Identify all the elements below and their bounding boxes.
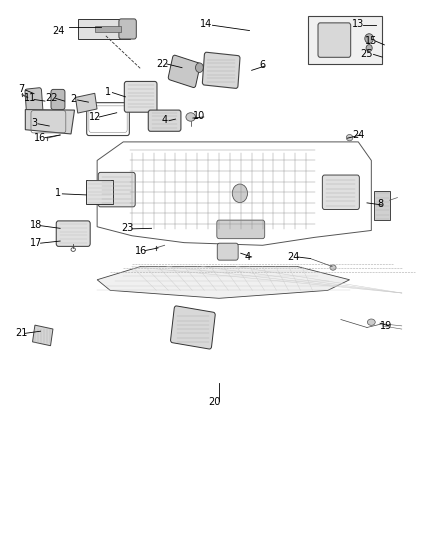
FancyBboxPatch shape xyxy=(168,55,200,87)
Text: 22: 22 xyxy=(45,93,58,103)
Ellipse shape xyxy=(367,319,375,325)
Text: 1: 1 xyxy=(55,188,61,198)
Ellipse shape xyxy=(186,113,195,121)
Text: 22: 22 xyxy=(156,59,169,69)
Text: 11: 11 xyxy=(24,93,36,103)
Text: 7: 7 xyxy=(18,84,24,94)
Text: 24: 24 xyxy=(287,252,299,262)
Text: 1: 1 xyxy=(105,86,111,96)
Polygon shape xyxy=(97,266,350,298)
FancyBboxPatch shape xyxy=(318,23,351,58)
FancyBboxPatch shape xyxy=(170,306,215,349)
Bar xyxy=(86,180,113,204)
Text: 25: 25 xyxy=(361,50,373,59)
Text: 16: 16 xyxy=(35,133,47,143)
FancyBboxPatch shape xyxy=(51,90,65,110)
Ellipse shape xyxy=(365,34,374,43)
Text: 15: 15 xyxy=(365,36,378,46)
FancyBboxPatch shape xyxy=(148,110,181,131)
FancyBboxPatch shape xyxy=(98,172,135,207)
FancyBboxPatch shape xyxy=(202,52,240,88)
Text: 21: 21 xyxy=(15,328,27,338)
Text: 24: 24 xyxy=(352,130,364,140)
Ellipse shape xyxy=(366,45,372,52)
Text: 8: 8 xyxy=(377,199,383,209)
Text: 19: 19 xyxy=(381,321,393,331)
Text: 16: 16 xyxy=(134,246,147,256)
Text: 6: 6 xyxy=(259,60,265,70)
Polygon shape xyxy=(25,110,74,134)
FancyBboxPatch shape xyxy=(119,19,136,39)
Text: 13: 13 xyxy=(352,19,364,29)
Bar xyxy=(308,16,382,64)
FancyBboxPatch shape xyxy=(322,175,359,209)
Text: 17: 17 xyxy=(30,238,42,248)
Text: 4: 4 xyxy=(162,115,168,125)
Text: 3: 3 xyxy=(31,118,37,128)
Bar xyxy=(75,93,97,113)
Bar xyxy=(32,325,53,346)
Ellipse shape xyxy=(330,265,336,270)
FancyBboxPatch shape xyxy=(217,243,238,260)
Ellipse shape xyxy=(195,63,203,72)
Text: 20: 20 xyxy=(208,397,221,407)
Text: 12: 12 xyxy=(89,112,101,122)
Text: 23: 23 xyxy=(121,223,134,233)
Bar xyxy=(374,191,391,220)
Ellipse shape xyxy=(346,134,353,141)
Text: 10: 10 xyxy=(193,111,205,122)
Text: 4: 4 xyxy=(244,252,251,262)
Bar xyxy=(78,19,130,39)
Text: 14: 14 xyxy=(200,19,212,29)
Ellipse shape xyxy=(232,184,247,203)
FancyBboxPatch shape xyxy=(56,221,90,246)
Text: 2: 2 xyxy=(70,94,76,104)
Text: 18: 18 xyxy=(30,220,42,230)
FancyBboxPatch shape xyxy=(217,220,265,239)
Text: 24: 24 xyxy=(52,26,64,36)
Bar xyxy=(95,26,121,32)
FancyBboxPatch shape xyxy=(25,88,43,117)
FancyBboxPatch shape xyxy=(124,82,157,112)
